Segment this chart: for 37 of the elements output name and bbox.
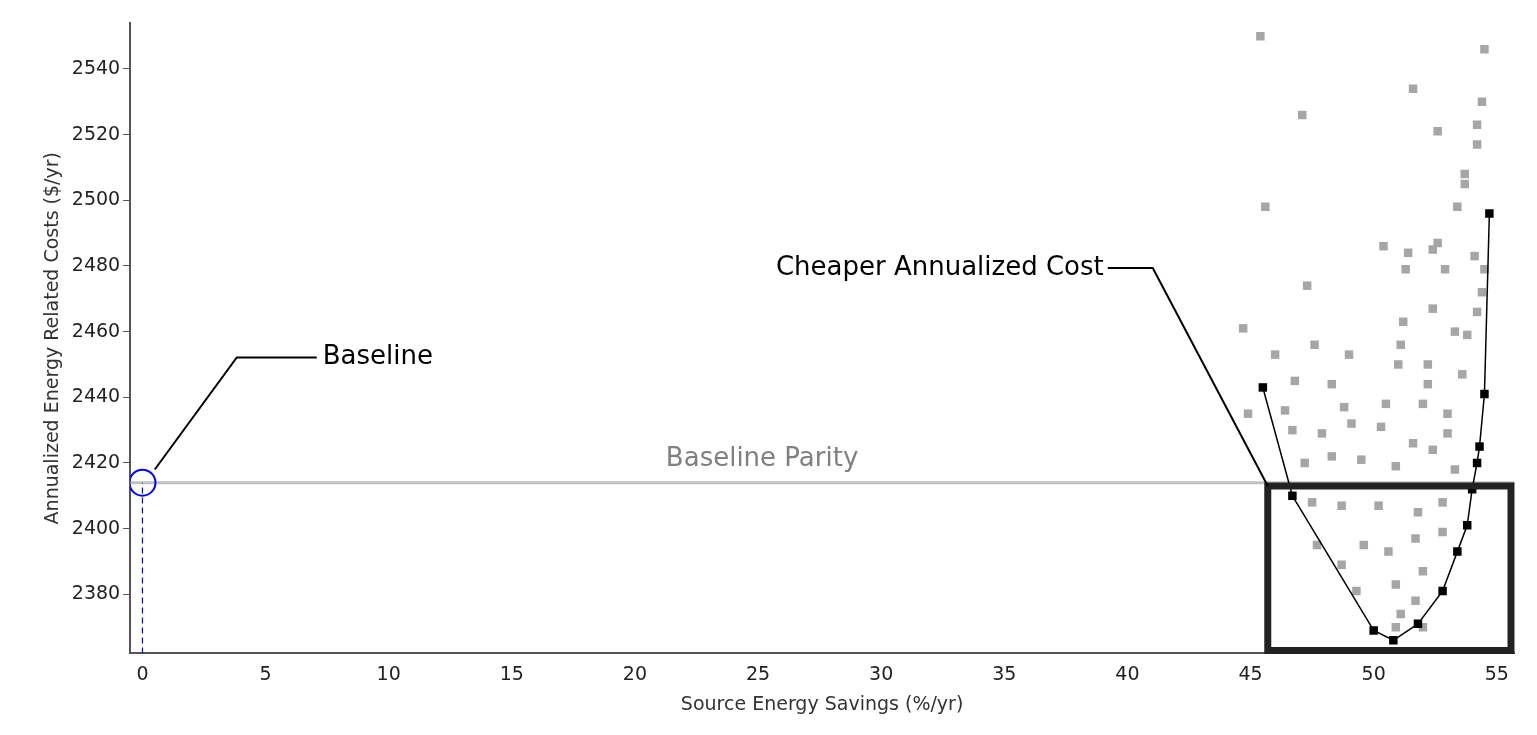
point xyxy=(130,468,157,497)
x-tick-label: 0 xyxy=(136,661,149,684)
point xyxy=(1485,209,1494,218)
point xyxy=(1389,636,1398,645)
point xyxy=(1438,586,1447,596)
x-tick-label: 30 xyxy=(869,661,894,684)
point xyxy=(1369,626,1378,635)
x-tick-label: 15 xyxy=(499,661,524,684)
annotation: Baseline xyxy=(322,340,434,371)
point xyxy=(1288,491,1297,501)
point xyxy=(1462,521,1472,530)
x-tick-label: 25 xyxy=(745,661,771,684)
x-tick-label: 35 xyxy=(992,661,1017,684)
point xyxy=(1475,442,1484,451)
y-tick-label: 2500 xyxy=(71,187,121,210)
y-tick-label: 2520 xyxy=(71,121,121,144)
y-tick-label: 2380 xyxy=(71,581,121,604)
x-axis-title: Source Energy Savings (%/yr) xyxy=(680,691,964,714)
x-tick-label: 50 xyxy=(1361,661,1386,684)
y-axis-title: Annualized Energy Related Costs ($/yr) xyxy=(40,152,63,525)
point xyxy=(1453,547,1462,556)
y-tick-label: 2460 xyxy=(71,318,121,341)
y-tick-label: 2480 xyxy=(71,252,121,275)
x-tick-label: 55 xyxy=(1484,661,1509,684)
x-tick-label: 40 xyxy=(1115,661,1140,684)
y-tick-label: 2440 xyxy=(71,384,121,407)
y-tick-label: 2540 xyxy=(71,55,121,78)
point xyxy=(1480,389,1489,399)
annotation: Cheaper Annualized Cost xyxy=(775,250,1104,281)
x-tick-label: 20 xyxy=(622,661,648,684)
y-tick-label: 2400 xyxy=(71,515,121,538)
point xyxy=(1258,383,1268,392)
x-tick-label: 10 xyxy=(376,661,401,684)
ref-line-label: Baseline Parity xyxy=(665,442,859,473)
y-tick-label: 2420 xyxy=(71,449,121,472)
x-tick-label: 5 xyxy=(259,661,272,684)
x-tick-label: 45 xyxy=(1238,661,1263,684)
